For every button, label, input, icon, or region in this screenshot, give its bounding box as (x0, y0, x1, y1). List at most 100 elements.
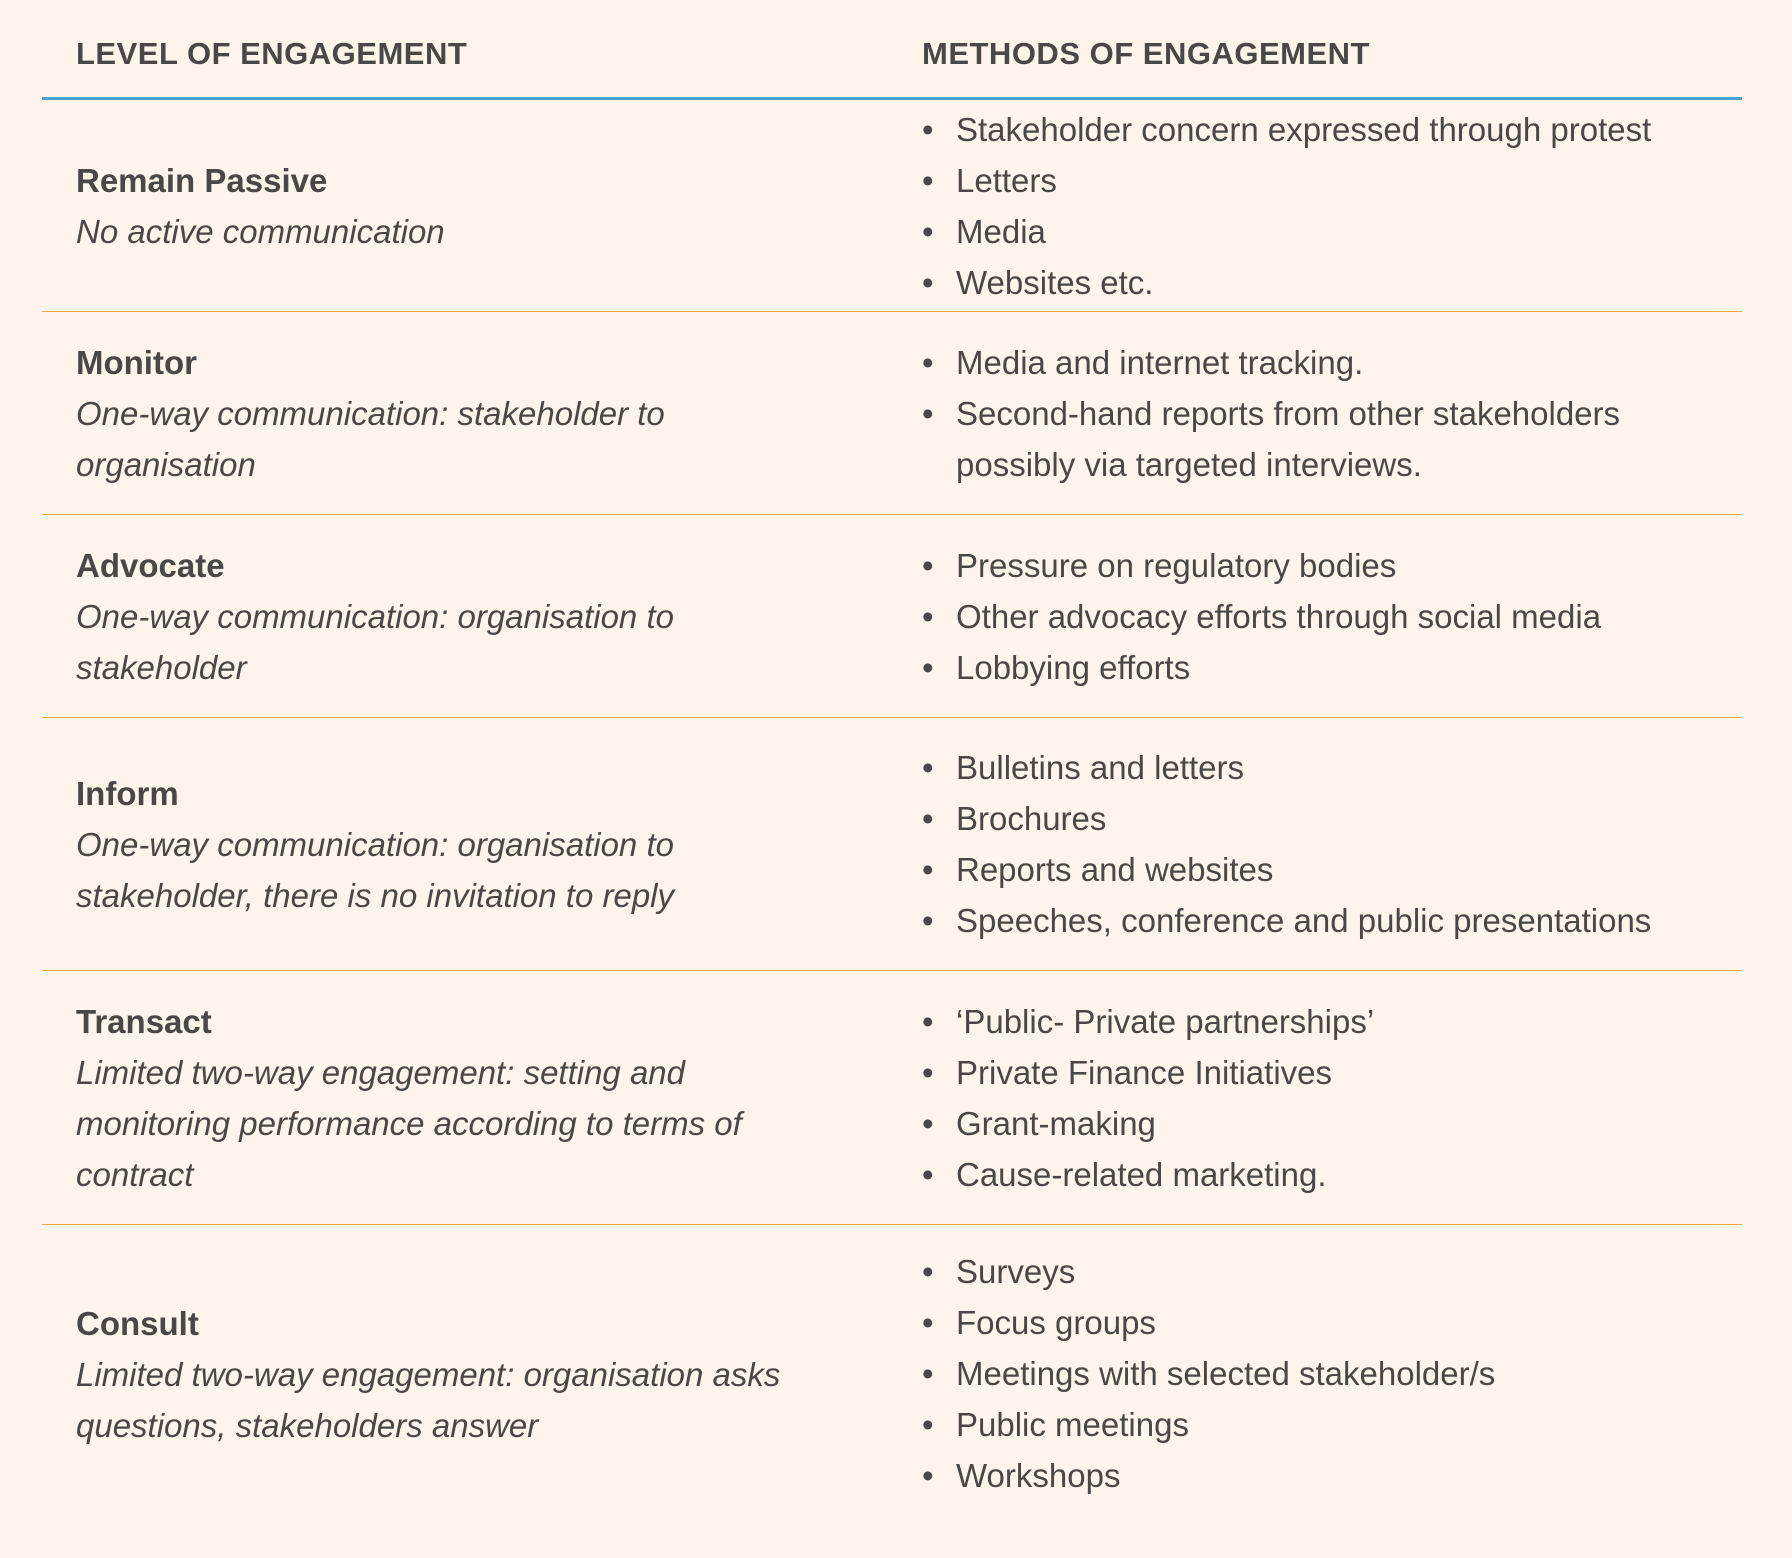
bullet-icon: • (922, 1355, 934, 1392)
level-name: Transact (76, 1002, 212, 1040)
bullet-icon: • (922, 597, 934, 635)
method-text: Second-hand reports from other stakehold… (956, 394, 1621, 483)
level-cell: Inform One-way communication: organisati… (42, 768, 892, 921)
methods-column-header: METHODS OF ENGAGEMENT (922, 36, 1370, 71)
level-cell: Remain Passive No active communication (42, 155, 892, 257)
method-text: Cause-related marketing. (956, 1155, 1327, 1193)
method-text: Bulletins and letters (956, 749, 1244, 786)
list-item: • Workshops (922, 1450, 1742, 1501)
methods-list: • ‘Public- Private partnerships’ • Private… (922, 996, 1742, 1200)
level-cell: Consult Limited two-way engagement: orga… (42, 1225, 892, 1451)
level-cell: Transact Limited two-way engagement: set… (42, 996, 892, 1200)
list-item: • Surveys (922, 1246, 1742, 1297)
level-cell: Monitor One-way communication: stakehold… (42, 337, 892, 490)
list-item: • Stakeholder concern expressed through p… (922, 104, 1742, 155)
methods-list: • Bulletins and letters • Brochures • Repor… (922, 742, 1742, 946)
level-name: Consult (76, 1305, 199, 1342)
bullet-icon: • (922, 110, 934, 148)
bullet-icon: • (922, 1002, 934, 1040)
list-item: • Public meetings (922, 1399, 1742, 1450)
methods-cell: • Stakeholder concern expressed through p… (892, 104, 1742, 308)
list-item: • Private Finance Initiatives (922, 1047, 1742, 1098)
list-item: • Letters (922, 155, 1742, 206)
engagement-table: LEVEL OF ENGAGEMENT METHODS OF ENGAGEMEN… (42, 0, 1742, 1525)
list-item: • Meetings with selected stakeholder/s (922, 1348, 1742, 1399)
bullet-icon: • (922, 394, 934, 432)
method-text: Private Finance Initiatives (956, 1053, 1333, 1091)
level-description: Limited two-way engagement: organisation… (76, 1356, 781, 1444)
level-description: One-way communication: organisation to s… (76, 825, 675, 914)
methods-list: • Surveys • Focus groups • Meetings with se… (922, 1246, 1742, 1501)
method-text: Other advocacy efforts through social me… (956, 597, 1602, 635)
method-text: Reports and websites (956, 851, 1274, 888)
bullet-icon: • (922, 902, 934, 939)
list-item: • Speeches, conference and public present… (922, 895, 1742, 946)
table-row: Inform One-way communication: organisati… (42, 718, 1742, 971)
bullet-icon: • (922, 1104, 934, 1142)
method-text: Workshops (956, 1457, 1121, 1494)
level-name: Monitor (76, 343, 197, 381)
bullet-icon: • (922, 263, 934, 301)
list-item: • Bulletins and letters (922, 742, 1742, 793)
level-description: One-way communication: stakeholder to or… (76, 394, 665, 483)
level-name: Remain Passive (76, 161, 328, 199)
method-text: Letters (956, 161, 1057, 199)
list-item: • ‘Public- Private partnerships’ (922, 996, 1742, 1047)
table-row: Monitor One-way communication: stakehold… (42, 312, 1742, 515)
level-description: No active communication (76, 212, 445, 250)
list-item: • Websites etc. (922, 257, 1742, 308)
table-row: Consult Limited two-way engagement: orga… (42, 1225, 1742, 1525)
method-text: Websites etc. (956, 263, 1154, 301)
method-text: Media (956, 212, 1046, 250)
level-description: One-way communication: organisation to s… (76, 597, 674, 686)
bullet-icon: • (922, 161, 934, 199)
level-column-header: LEVEL OF ENGAGEMENT (76, 36, 468, 71)
list-item: • Cause-related marketing. (922, 1149, 1742, 1200)
list-item: • Brochures (922, 793, 1742, 844)
bullet-icon: • (922, 648, 934, 686)
bullet-icon: • (922, 1155, 934, 1193)
method-text: Media and internet tracking. (956, 343, 1364, 381)
list-item: • Grant-making (922, 1098, 1742, 1149)
list-item: • Pressure on regulatory bodies (922, 540, 1742, 591)
method-text: Brochures (956, 800, 1107, 837)
methods-cell: • ‘Public- Private partnerships’ • Private… (892, 996, 1742, 1200)
methods-cell: • Media and internet tracking. • Second-ha… (892, 337, 1742, 490)
methods-list: • Pressure on regulatory bodies • Other ad… (922, 540, 1742, 693)
methods-cell: • Surveys • Focus groups • Meetings with se… (892, 1225, 1742, 1501)
table-row: Transact Limited two-way engagement: set… (42, 971, 1742, 1225)
list-item: • Second-hand reports from other stakehol… (922, 388, 1742, 490)
bullet-icon: • (922, 212, 934, 250)
methods-list: • Media and internet tracking. • Second-ha… (922, 337, 1742, 490)
table-row: Remain Passive No active communication •… (42, 100, 1742, 312)
table-header: LEVEL OF ENGAGEMENT METHODS OF ENGAGEMEN… (42, 0, 1742, 100)
methods-cell: • Bulletins and letters • Brochures • Repor… (892, 742, 1742, 946)
level-cell: Advocate One-way communication: organisa… (42, 540, 892, 693)
bullet-icon: • (922, 1406, 934, 1443)
list-item: • Focus groups (922, 1297, 1742, 1348)
list-item: • Lobbying efforts (922, 642, 1742, 693)
bullet-icon: • (922, 1253, 934, 1290)
level-name: Advocate (76, 546, 225, 584)
level-description: Limited two-way engagement: setting and … (76, 1053, 742, 1193)
bullet-icon: • (922, 1053, 934, 1091)
method-text: Meetings with selected stakeholder/s (956, 1355, 1496, 1392)
bullet-icon: • (922, 851, 934, 888)
method-text: Focus groups (956, 1304, 1156, 1341)
method-text: Grant-making (956, 1104, 1156, 1142)
method-text: Surveys (956, 1253, 1076, 1290)
bullet-icon: • (922, 749, 934, 786)
level-name: Inform (76, 774, 179, 812)
bullet-icon: • (922, 546, 934, 584)
list-item: • Other advocacy efforts through social m… (922, 591, 1742, 642)
method-text: Lobbying efforts (956, 648, 1191, 686)
method-text: Speeches, conference and public presenta… (956, 902, 1652, 939)
table-row: Advocate One-way communication: organisa… (42, 515, 1742, 718)
list-item: • Reports and websites (922, 844, 1742, 895)
bullet-icon: • (922, 800, 934, 837)
bullet-icon: • (922, 343, 934, 381)
method-text: Pressure on regulatory bodies (956, 546, 1397, 584)
bullet-icon: • (922, 1304, 934, 1341)
list-item: • Media (922, 206, 1742, 257)
methods-list: • Stakeholder concern expressed through p… (922, 104, 1742, 308)
